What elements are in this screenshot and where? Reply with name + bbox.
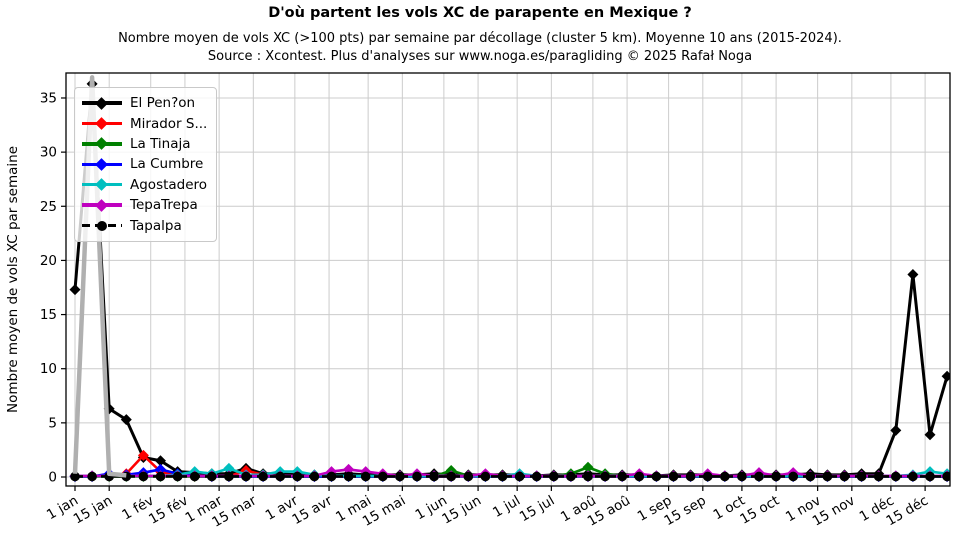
legend-label: TepaTrepa (130, 197, 198, 214)
x-tick-label: 15 fév (146, 493, 191, 528)
x-tick-label: 1 jul (490, 493, 523, 521)
axis-ticks (61, 97, 926, 491)
y-tick-label: 15 (40, 307, 57, 323)
series-gray-spike (72, 75, 127, 478)
legend-item: El Pen?on (82, 93, 207, 113)
legend-swatch-diamond-icon (82, 96, 122, 110)
x-tick-label: 15 jun (439, 493, 484, 528)
legend-swatch-diamond-icon (82, 178, 122, 192)
series-agostadero (69, 462, 950, 482)
legend-label: La Cumbre (130, 156, 204, 173)
y-tick-label: 10 (40, 361, 57, 377)
legend-item: Mirador S... (82, 113, 207, 133)
legend-item: La Tinaja (82, 134, 207, 154)
legend-swatch-diamond-icon (82, 157, 122, 171)
legend-item: TepaTrepa (82, 195, 207, 215)
legend-label: Tapalpa (130, 217, 182, 234)
chart-source-line: Source : Xcontest. Plus d'analyses sur w… (207, 49, 753, 64)
x-tick-label: 15 avr (290, 492, 336, 528)
legend-item: Agostadero (82, 175, 207, 195)
x-tick-label: 15 jul (517, 493, 558, 526)
series-tapalpa (70, 471, 950, 482)
legend-label: La Tinaja (130, 135, 191, 152)
legend-item: La Cumbre (82, 154, 207, 174)
chart-subtitle: Nombre moyen de vols XC (>100 pts) par s… (118, 31, 842, 46)
y-tick-label: 5 (48, 415, 57, 431)
y-tick-label: 0 (48, 470, 57, 486)
x-tick-label: 15 jan (71, 493, 115, 528)
legend-swatch-diamond-icon (82, 198, 122, 212)
legend-swatch-circle-icon (82, 219, 122, 233)
legend-swatch-diamond-icon (82, 117, 122, 131)
y-tick-label: 35 (40, 90, 57, 106)
y-tick-label: 30 (40, 145, 57, 161)
legend-label: Mirador S... (130, 115, 208, 132)
legend-label: El Pen?on (130, 95, 196, 112)
plot-area (69, 75, 950, 482)
y-tick-label: 20 (40, 253, 57, 269)
legend: El Pen?on Mirador S... La Tinaja La Cumbre A… (74, 87, 218, 242)
y-axis-label: Nombre moyen de vols XC par semaine (5, 146, 21, 413)
legend-item: Tapalpa (82, 215, 207, 235)
legend-swatch-diamond-icon (82, 137, 122, 151)
chart-title: D'où partent les vols XC de parapente en… (268, 5, 692, 21)
legend-label: Agostadero (130, 176, 208, 193)
y-tick-label: 25 (40, 199, 57, 215)
x-tick-label: 15 oct (737, 493, 782, 528)
